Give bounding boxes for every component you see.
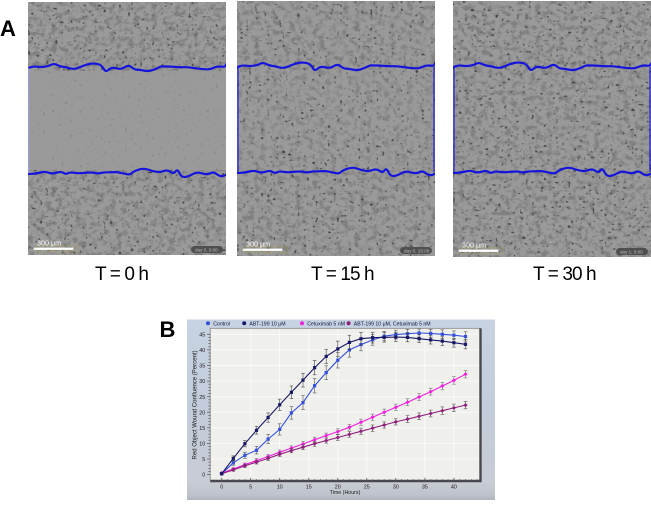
svg-text:day 1, 6:00: day 1, 6:00: [620, 250, 643, 255]
svg-text:10: 10: [199, 442, 205, 448]
svg-text:40: 40: [451, 485, 457, 491]
svg-text:Time (Hours): Time (Hours): [330, 490, 361, 496]
svg-text:5: 5: [249, 485, 252, 491]
svg-text:35: 35: [422, 485, 428, 491]
svg-text:300 μm: 300 μm: [37, 238, 61, 247]
svg-text:10: 10: [277, 485, 283, 491]
svg-text:Cetuximab 5 nM: Cetuximab 5 nM: [307, 322, 345, 328]
svg-text:15: 15: [199, 426, 205, 432]
svg-text:20: 20: [335, 485, 341, 491]
svg-text:0: 0: [220, 485, 223, 491]
svg-text:ABT-199 10 μM, Cetuximab 5 nM: ABT-199 10 μM, Cetuximab 5 nM: [354, 322, 431, 328]
svg-text:300 μm: 300 μm: [246, 240, 270, 249]
svg-text:35: 35: [199, 364, 205, 370]
svg-text:ABT-199 10 μM: ABT-199 10 μM: [249, 322, 285, 328]
svg-text:30: 30: [199, 379, 205, 385]
svg-text:5: 5: [202, 457, 205, 463]
svg-text:300 μm: 300 μm: [462, 241, 486, 250]
svg-text:0: 0: [202, 473, 205, 479]
svg-text:45: 45: [199, 332, 205, 338]
svg-text:day 0, 15:00: day 0, 15:00: [404, 249, 430, 254]
svg-text:day 0, 0:00: day 0, 0:00: [195, 247, 218, 252]
svg-text:40: 40: [199, 348, 205, 354]
svg-text:Control: Control: [213, 322, 230, 328]
svg-text:25: 25: [199, 395, 205, 401]
svg-text:15: 15: [306, 485, 312, 491]
svg-text:Red Object Wound Confluence (P: Red Object Wound Confluence (Percent): [193, 351, 199, 460]
svg-text:30: 30: [393, 485, 399, 491]
svg-text:25: 25: [364, 485, 370, 491]
svg-text:20: 20: [199, 410, 205, 416]
